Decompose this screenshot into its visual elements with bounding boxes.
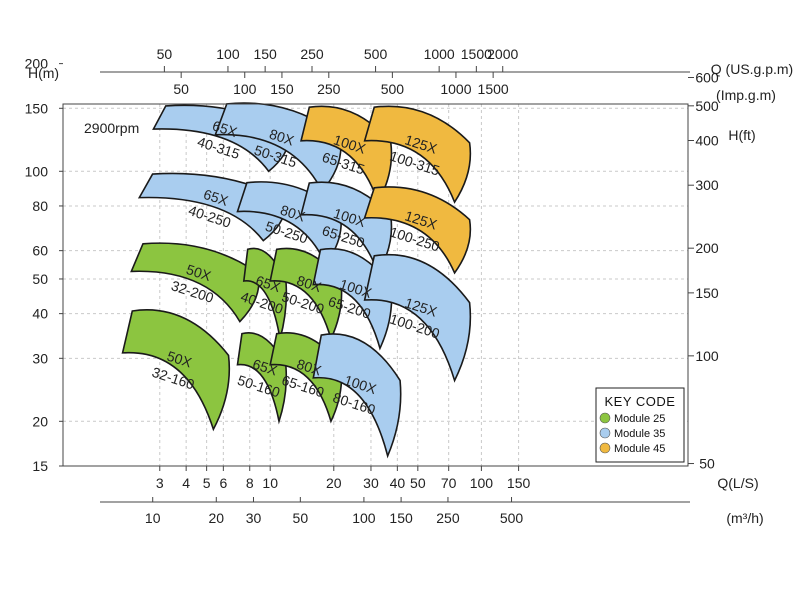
region-model-label: 65X xyxy=(211,117,240,140)
m3h-tick-label: 500 xyxy=(500,510,524,526)
pump-region xyxy=(130,242,260,323)
usgpm-axis-label: Q (US.g.p.m) xyxy=(711,61,793,77)
region-model-label: 80X xyxy=(295,272,324,295)
pump-region xyxy=(363,253,472,383)
legend-item-label: Module 45 xyxy=(614,443,665,455)
usgpm-tick-label: 50 xyxy=(157,46,173,62)
region-model-label: 65X xyxy=(251,356,280,379)
left-tick-label: 20 xyxy=(32,413,48,429)
usgpm-tick-label: 250 xyxy=(300,46,324,62)
left-tick-label: 80 xyxy=(32,198,48,214)
usgpm-tick-label: 2000 xyxy=(487,46,518,62)
bottom-tick-label: 70 xyxy=(441,475,457,491)
bottom-tick-label: 150 xyxy=(507,475,531,491)
region-model-label: 80X xyxy=(278,202,307,225)
usgpm-tick-label: 100 xyxy=(216,46,240,62)
pump-region xyxy=(312,333,402,459)
legend-swatch xyxy=(599,442,611,454)
right-axis-label: H(ft) xyxy=(728,127,755,143)
bottom-tick-label: 50 xyxy=(410,475,426,491)
bottom-tick-label: 20 xyxy=(326,475,342,491)
impgpm-tick-label: 1500 xyxy=(478,81,509,97)
region-model-label: 65X xyxy=(254,272,283,295)
bottom-tick-label: 4 xyxy=(182,475,190,491)
right-tick-label: 400 xyxy=(695,132,719,148)
impgpm-tick-label: 1000 xyxy=(440,81,471,97)
pump-region xyxy=(363,105,472,204)
plot-frame xyxy=(62,103,689,467)
bottom-tick-label: 6 xyxy=(219,475,227,491)
pump-region xyxy=(121,309,231,432)
legend-title: KEY CODE xyxy=(605,394,676,409)
bottom-tick-label: 100 xyxy=(470,475,494,491)
legend: KEY CODE Module 25 Module 35 Module 45 xyxy=(595,387,685,463)
right-tick-label: 300 xyxy=(695,177,719,193)
usgpm-tick-label: 150 xyxy=(253,46,277,62)
m3h-tick-label: 30 xyxy=(246,510,262,526)
bottom-tick-label: 40 xyxy=(390,475,406,491)
region-model-label: 80X xyxy=(295,356,324,379)
impgpm-tick-label: 500 xyxy=(381,81,405,97)
region-model-label: 80X xyxy=(267,126,296,149)
bottom-tick-label: 30 xyxy=(363,475,379,491)
usgpm-tick-label: 1000 xyxy=(424,46,455,62)
bottom-axis-label: Q(L/S) xyxy=(717,475,758,491)
impgpm-axis-label: (Imp.g.m) xyxy=(716,87,776,103)
region-model-label: 65X xyxy=(202,186,231,209)
right-tick-label: 100 xyxy=(695,348,719,364)
region-model-label: 50X xyxy=(184,261,213,284)
m3h-axis-label: (m³/h) xyxy=(726,510,763,526)
rpm-note: 2900rpm xyxy=(84,120,139,136)
legend-box xyxy=(595,387,685,463)
left-tick-label: 150 xyxy=(25,100,49,116)
impgpm-tick-label: 50 xyxy=(173,81,189,97)
m3h-tick-label: 20 xyxy=(208,510,224,526)
pump-region xyxy=(363,186,472,275)
m3h-tick-label: 50 xyxy=(293,510,309,526)
impgpm-tick-label: 150 xyxy=(270,81,294,97)
legend-item-label: Module 35 xyxy=(614,428,665,440)
bottom-tick-label: 8 xyxy=(246,475,254,491)
m3h-tick-label: 100 xyxy=(352,510,376,526)
right-tick-label: 200 xyxy=(695,240,719,256)
left-tick-label: 50 xyxy=(32,271,48,287)
right-tick-label: 50 xyxy=(699,456,715,472)
impgpm-tick-label: 100 xyxy=(233,81,257,97)
left-tick-label: 15 xyxy=(32,458,48,474)
pump-regions xyxy=(121,102,472,459)
left-tick-label: 60 xyxy=(32,243,48,259)
left-tick-label: 200 xyxy=(25,56,49,72)
right-tick-label: 150 xyxy=(695,285,719,301)
bottom-tick-label: 3 xyxy=(156,475,164,491)
impgpm-tick-label: 250 xyxy=(317,81,341,97)
legend-swatch xyxy=(599,412,611,424)
left-tick-label: 30 xyxy=(32,350,48,366)
right-tick-label: 600 xyxy=(695,70,719,86)
usgpm-tick-label: 500 xyxy=(364,46,388,62)
bottom-tick-label: 5 xyxy=(203,475,211,491)
m3h-tick-label: 250 xyxy=(436,510,460,526)
right-tick-label: 500 xyxy=(695,98,719,114)
left-axis-label: H(m) xyxy=(28,65,59,81)
legend-item-label: Module 25 xyxy=(614,413,665,425)
m3h-tick-label: 10 xyxy=(145,510,161,526)
bottom-tick-label: 10 xyxy=(262,475,278,491)
left-tick-label: 40 xyxy=(32,306,48,322)
m3h-tick-label: 150 xyxy=(389,510,413,526)
left-tick-label: 100 xyxy=(25,163,49,179)
usgpm-tick-label: 1500 xyxy=(461,46,492,62)
region-model-label: 50X xyxy=(165,348,194,371)
legend-swatch xyxy=(599,427,611,439)
